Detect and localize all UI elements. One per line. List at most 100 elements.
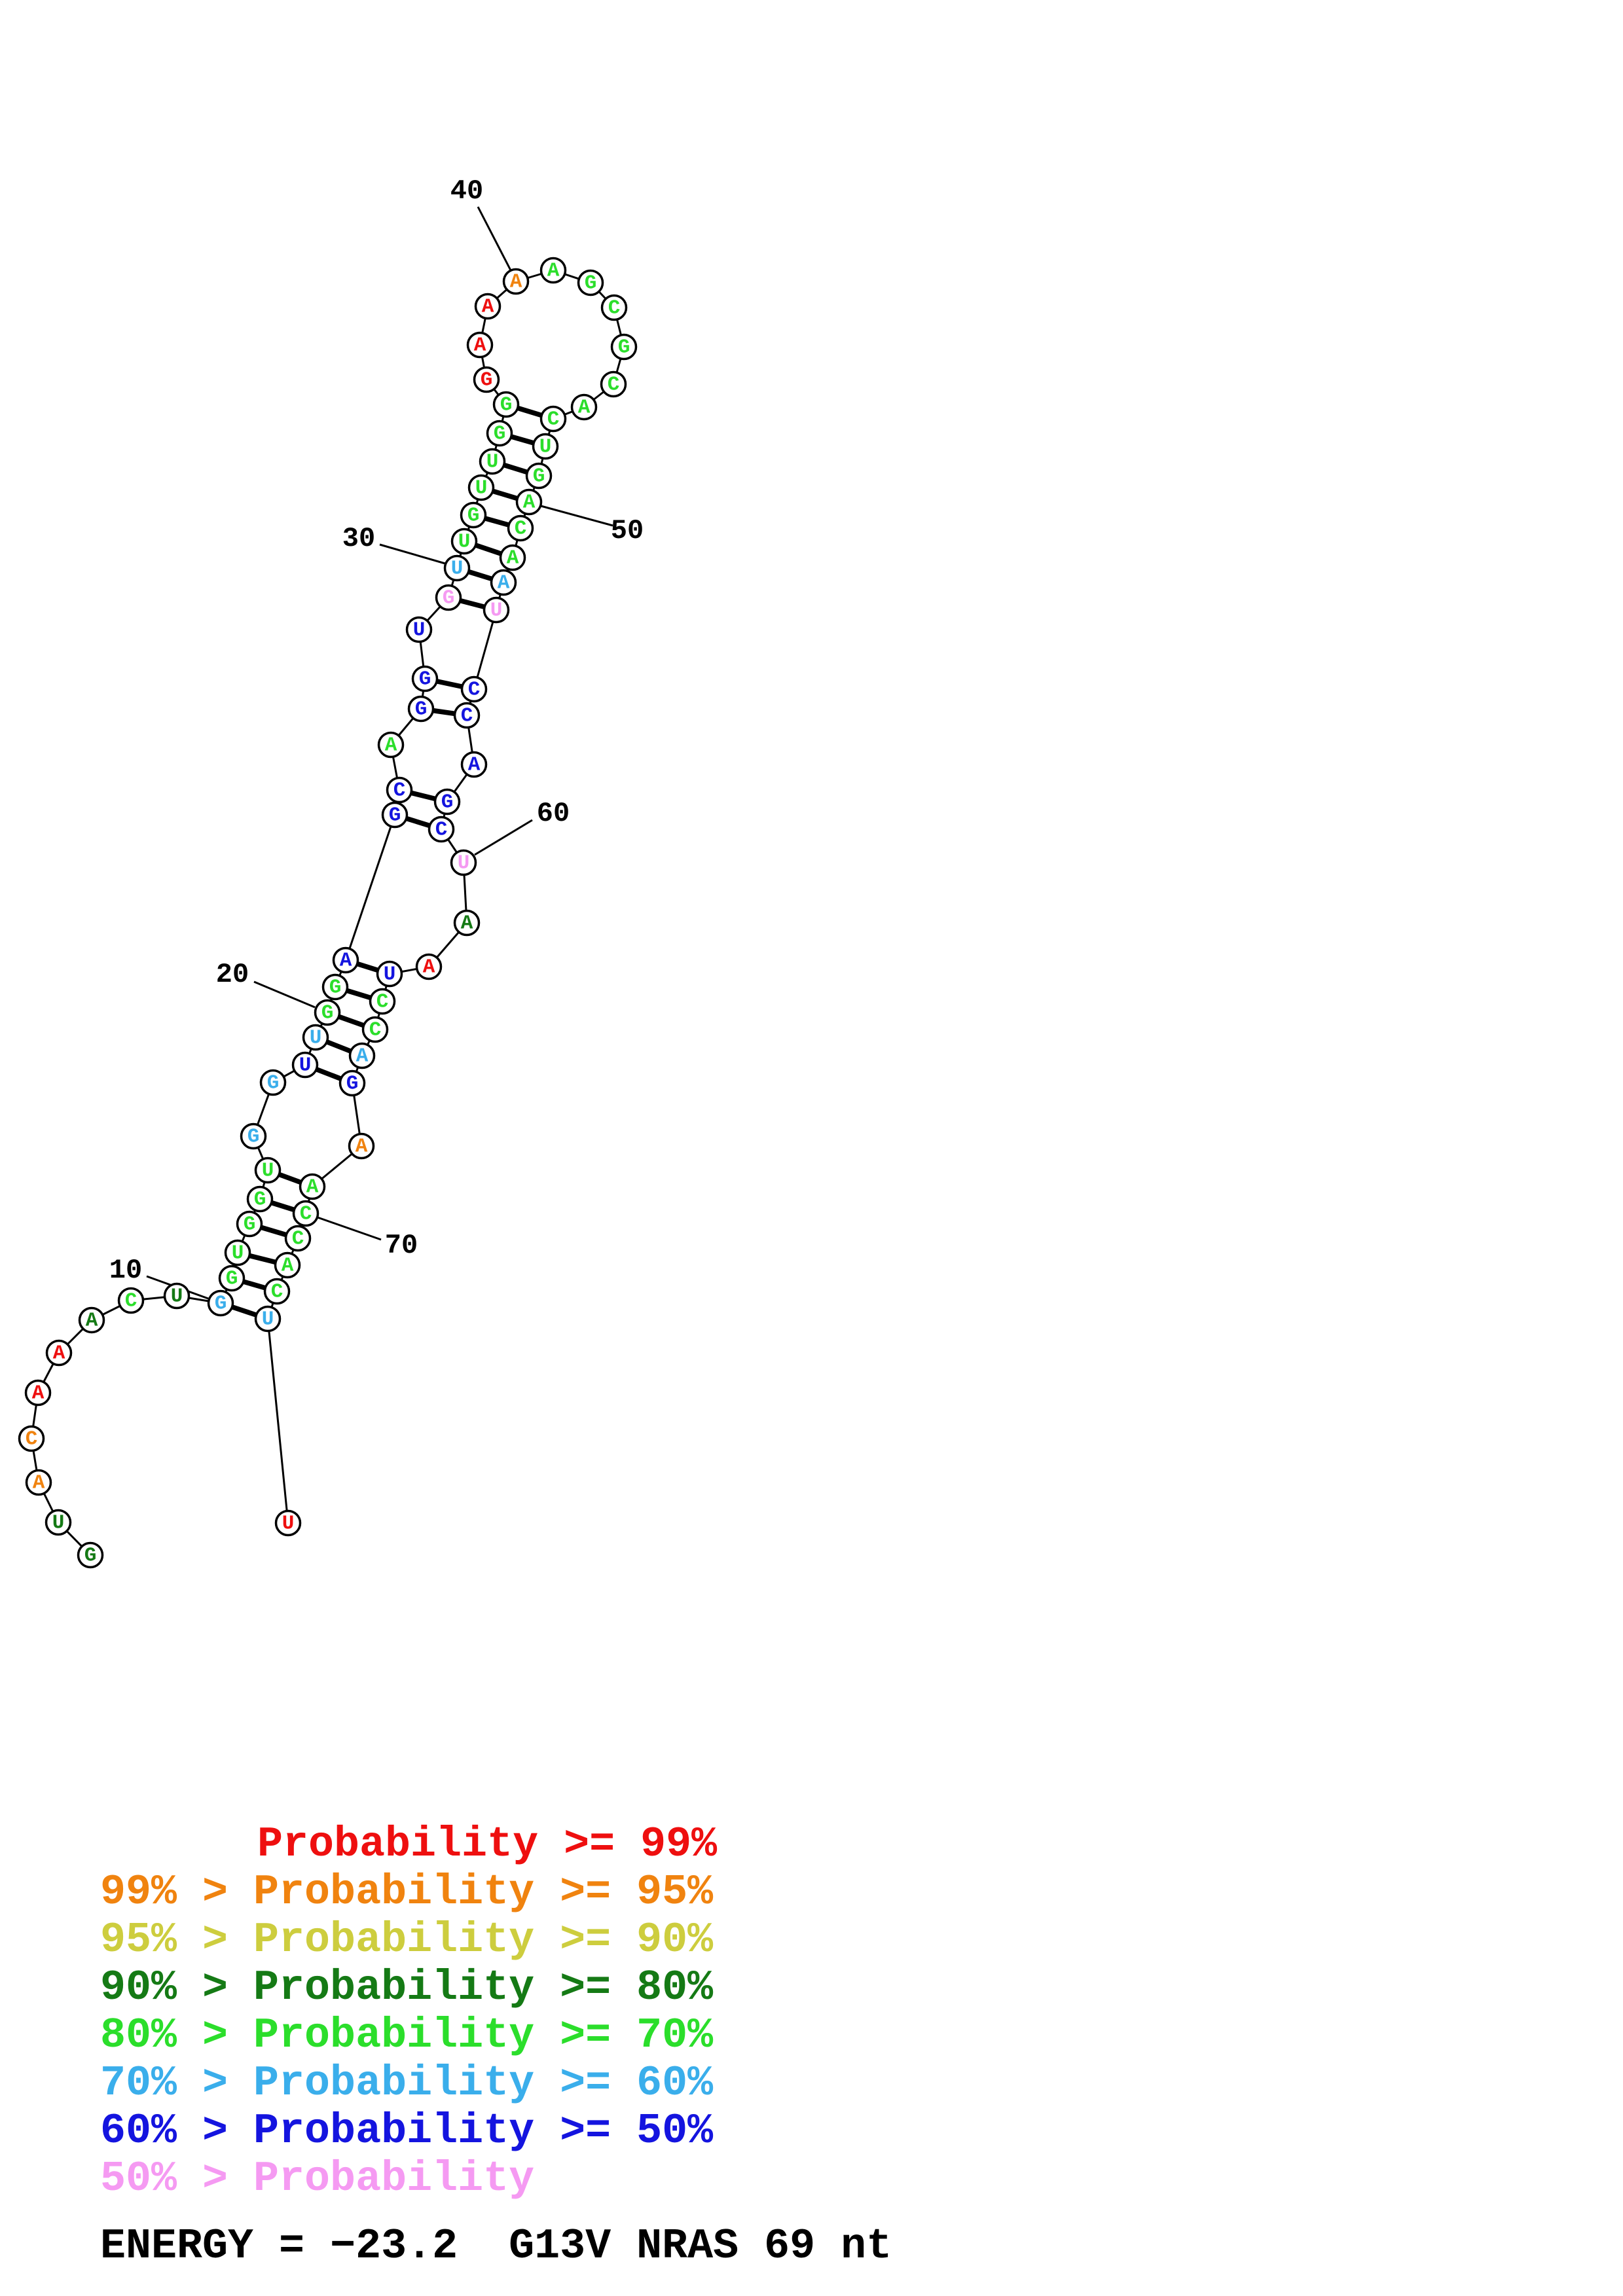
- nucleotide-base: U: [451, 558, 464, 581]
- nucleotide-circle: [314, 999, 341, 1026]
- nucleotide-circle: [467, 474, 495, 501]
- nucleotide-base: G: [441, 791, 454, 814]
- position-label: 40: [450, 175, 483, 207]
- nucleotide-base: A: [498, 572, 510, 595]
- nucleotide-base: A: [507, 547, 519, 570]
- legend-row-p70: 80% > Probability >= 70%: [100, 2011, 714, 2060]
- nucleotide-circle: [299, 1173, 326, 1200]
- nucleotide-circle: [479, 448, 506, 475]
- nucleotide-circle: [492, 391, 520, 418]
- nucleotide-circle: [453, 702, 481, 729]
- nucleotide-base: A: [547, 260, 560, 283]
- label-leader-line: [474, 819, 533, 856]
- nucleotide-base: C: [393, 780, 406, 802]
- nucleotide-base: U: [262, 1308, 274, 1331]
- nucleotide-base: A: [510, 271, 522, 294]
- nucleotide-circle: [332, 946, 359, 974]
- label-leader-line: [253, 980, 316, 1009]
- nucleotide-circle: [45, 1339, 73, 1367]
- nucleotide-base: U: [413, 619, 426, 642]
- nucleotide-base: C: [515, 518, 527, 541]
- nucleotide-circle: [600, 294, 628, 321]
- nucleotide-circle: [292, 1200, 319, 1227]
- nucleotide-base: C: [435, 819, 448, 842]
- nucleotide-circle: [361, 1016, 389, 1043]
- nucleotide-base: U: [282, 1513, 295, 1535]
- nucleotide-circle: [24, 1379, 52, 1407]
- nucleotide-circle: [236, 1210, 263, 1238]
- nucleotide-circle: [321, 973, 349, 1001]
- nucleotide-circle: [18, 1425, 45, 1452]
- nucleotide-base: A: [53, 1342, 65, 1365]
- nucleotide-circle: [263, 1278, 291, 1305]
- nucleotide-base: G: [585, 272, 597, 295]
- nucleotide-circle: [532, 433, 559, 460]
- backbone-segment: [266, 1318, 289, 1524]
- nucleotide-base: A: [32, 1382, 45, 1405]
- nucleotide-base: A: [578, 397, 591, 420]
- nucleotide-circle: [411, 665, 439, 692]
- nucleotide-base: C: [26, 1428, 38, 1451]
- nucleotide-circle: [274, 1509, 302, 1537]
- nucleotide-circle: [284, 1225, 312, 1252]
- nucleotide-circle: [443, 554, 471, 582]
- nucleotide-circle: [386, 776, 413, 804]
- position-label: 60: [537, 798, 570, 829]
- nucleotide-base: U: [52, 1512, 65, 1535]
- legend-row-p95: 99% > Probability >= 95%: [100, 1868, 714, 1916]
- nucleotide-base: U: [171, 1285, 183, 1308]
- nucleotide-base: G: [329, 977, 342, 999]
- nucleotide-base: G: [481, 369, 493, 392]
- nucleotide-base: G: [494, 423, 506, 446]
- legend-row-p60: 70% > Probability >= 60%: [100, 2059, 714, 2108]
- nucleotide-circle: [274, 1251, 301, 1279]
- nucleotide-base: A: [340, 950, 352, 973]
- backbone-segment: [344, 814, 396, 961]
- nucleotide-base: G: [389, 804, 401, 827]
- nucleotide-base: U: [232, 1242, 244, 1265]
- nucleotide-base: G: [618, 336, 630, 359]
- nucleotide-base: U: [490, 600, 503, 622]
- nucleotide-circle: [254, 1305, 282, 1333]
- nucleotide-base: G: [415, 698, 428, 721]
- nucleotide-circle: [570, 393, 598, 421]
- label-leader-group: [146, 206, 613, 1300]
- nucleotide-circle: [473, 366, 500, 393]
- energy-caption: ENERGY = −23.2 G13V NRAS 69 nt: [100, 2222, 892, 2270]
- nucleotide-base: G: [467, 505, 480, 528]
- nucleotide-circle: [254, 1157, 282, 1184]
- nucleotide-circle: [600, 370, 627, 398]
- nucleotide-base: G: [419, 668, 431, 691]
- nucleotide-circle: [460, 501, 487, 529]
- nucleotide-circle: [577, 269, 604, 296]
- nucleotide-base: C: [608, 374, 620, 397]
- position-label: 10: [109, 1255, 142, 1286]
- position-label-group: 10 20 30 40 50 60 70: [109, 175, 644, 1286]
- nucleotide-circle: [369, 988, 396, 1015]
- nucleotide-circle: [77, 1541, 104, 1569]
- nucleotide-circle: [240, 1122, 267, 1150]
- nucleotide-base: U: [262, 1160, 274, 1183]
- nucleotide-circle: [405, 616, 433, 643]
- nucleotide-circle: [302, 1024, 329, 1051]
- backbone-segment: [473, 609, 498, 690]
- nucleotide-base: C: [547, 408, 560, 431]
- nucleotide-base: C: [125, 1290, 137, 1313]
- nucleotide-base: G: [247, 1126, 260, 1149]
- label-leader-line: [477, 206, 512, 271]
- nucleotide-base: G: [321, 1002, 334, 1025]
- nucleotide-base: C: [271, 1281, 283, 1304]
- nucleotide-base: C: [376, 991, 389, 1014]
- position-label: 50: [611, 515, 644, 547]
- nucleotide-circle: [381, 801, 409, 829]
- nucleotide-circle: [450, 528, 478, 555]
- nucleotide-base: U: [458, 852, 470, 875]
- nucleotide-base: U: [384, 963, 396, 986]
- nucleotide-base: U: [486, 451, 499, 474]
- nucleotide-circle: [338, 1069, 366, 1097]
- nucleotide-circle: [348, 1132, 375, 1160]
- nucleotide-circle: [460, 751, 488, 778]
- nucleotide-base: A: [306, 1176, 319, 1199]
- nucleotide-base: C: [461, 705, 473, 728]
- nucleotide-circle: [539, 405, 567, 433]
